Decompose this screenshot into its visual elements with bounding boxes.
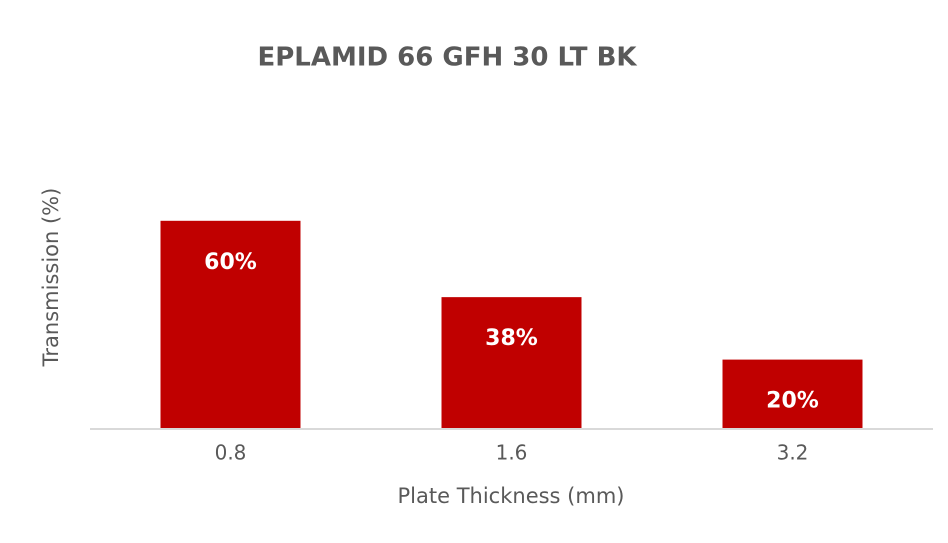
chart-title: EPLAMID 66 GFH 30 LT BK [257, 43, 637, 73]
data-label: 60% [204, 250, 257, 275]
bar [722, 359, 863, 429]
x-axis-label: Plate Thickness (mm) [398, 484, 625, 508]
bar [160, 220, 301, 429]
data-label: 38% [485, 326, 538, 351]
data-label: 20% [766, 389, 819, 414]
x-tick-label: 3.2 [777, 441, 809, 465]
y-axis-label: Transmission (%) [39, 188, 63, 368]
x-tick-label: 0.8 [215, 441, 247, 465]
x-tick-label: 1.6 [496, 441, 528, 465]
bar [441, 297, 582, 429]
